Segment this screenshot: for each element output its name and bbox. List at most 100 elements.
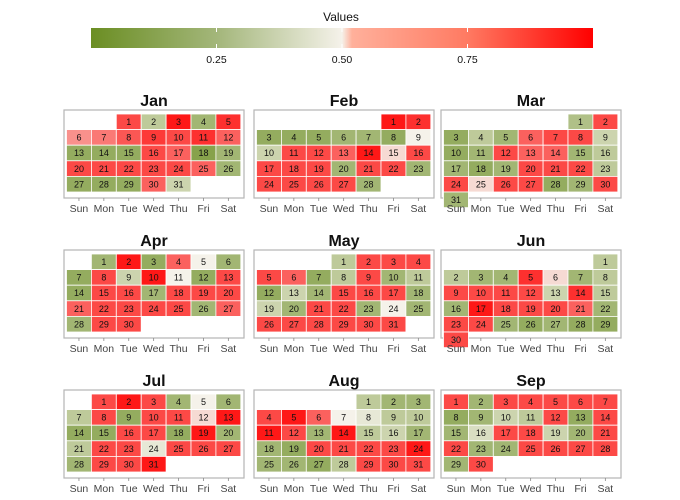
day-number: 19 [198,428,208,438]
day-number: 26 [198,444,208,454]
day-number: 29 [124,179,134,189]
day-number: 30 [124,319,134,329]
day-number: 14 [600,413,610,423]
day-number: 14 [99,148,109,158]
month-title: Feb [330,93,359,110]
weekday-label: Wed [520,343,542,355]
day-number: 27 [223,304,233,314]
day-number: 26 [551,444,561,454]
day-number: 3 [478,273,483,283]
day-number: 22 [364,444,374,454]
day-number: 20 [289,304,299,314]
day-number: 23 [149,164,159,174]
month-title: Aug [328,373,359,390]
day-number: 26 [198,304,208,314]
day-number: 22 [99,444,109,454]
day-number: 13 [575,413,585,423]
day-number: 28 [74,319,84,329]
day-number: 20 [314,444,324,454]
weekday-label: Thu [170,483,188,495]
day-number: 6 [76,133,81,143]
day-cell [405,160,432,177]
weekday-label: Wed [143,483,165,495]
weekday-label: Fri [574,203,586,215]
day-number: 22 [339,304,349,314]
day-number: 10 [264,148,274,158]
day-number: 25 [526,444,536,454]
weekday-label: Fri [387,203,399,215]
weekday-label: Fri [387,483,399,495]
day-number: 1 [126,117,131,127]
day-number: 24 [413,444,423,454]
month-title: Apr [140,233,168,250]
day-number: 17 [413,428,423,438]
day-cell [592,175,619,193]
weekday-label: Tue [310,203,328,215]
day-number: 20 [575,428,585,438]
day-number: 18 [174,288,184,298]
weekday-label: Wed [520,483,542,495]
weekday-labels: Sun Mon Tue Wed Thu Fri Sat [260,338,426,355]
day-number: 25 [198,164,208,174]
day-number: 5 [266,273,271,283]
day-number: 19 [223,148,233,158]
day-number: 8 [603,273,608,283]
day-number: 1 [578,117,583,127]
day-number: 16 [600,148,610,158]
day-number: 7 [578,273,583,283]
day-number: 19 [501,164,511,174]
day-number: 1 [101,257,106,267]
day-number: 16 [451,304,461,314]
day-number: 21 [74,444,84,454]
day-number: 17 [388,288,398,298]
day-number: 20 [74,164,84,174]
day-number: 30 [124,459,134,469]
weekday-label: Mon [471,343,492,355]
day-number: 24 [451,179,461,189]
day-number: 4 [291,133,296,143]
day-number: 6 [341,133,346,143]
day-number: 8 [578,133,583,143]
day-number: 30 [149,179,159,189]
day-number: 17 [501,428,511,438]
day-number: 12 [264,288,274,298]
weekday-label: Tue [497,483,515,495]
day-number: 2 [453,273,458,283]
day-number: 8 [453,413,458,423]
weekday-labels: Sun Mon Tue Wed Thu Fri Sat [447,198,613,215]
weekday-label: Wed [333,343,355,355]
day-number: 9 [126,273,131,283]
day-number: 9 [366,273,371,283]
weekday-label: Tue [310,343,328,355]
day-cell [355,175,382,193]
day-number: 23 [413,164,423,174]
weekday-labels: Sun Mon Tue Wed Thu Fri Sat [447,478,613,495]
day-number: 5 [201,397,206,407]
weekday-label: Fri [197,203,209,215]
day-number: 28 [600,444,610,454]
weekday-label: Fri [387,343,399,355]
day-cell [215,160,242,177]
day-number: 23 [600,164,610,174]
day-number: 8 [101,273,106,283]
month-title: Jul [142,373,165,390]
day-number: 15 [388,148,398,158]
weekday-label: Sun [447,343,466,355]
day-number: 8 [391,133,396,143]
weekday-labels: Sun Mon Tue Wed Thu Fri Sat [70,338,236,355]
weekday-label: Sat [410,343,426,355]
day-number: 13 [526,148,536,158]
weekday-label: Wed [143,203,165,215]
day-number: 3 [391,257,396,267]
day-number: 14 [364,148,374,158]
day-number: 29 [99,459,109,469]
day-number: 12 [289,428,299,438]
day-number: 15 [99,428,109,438]
